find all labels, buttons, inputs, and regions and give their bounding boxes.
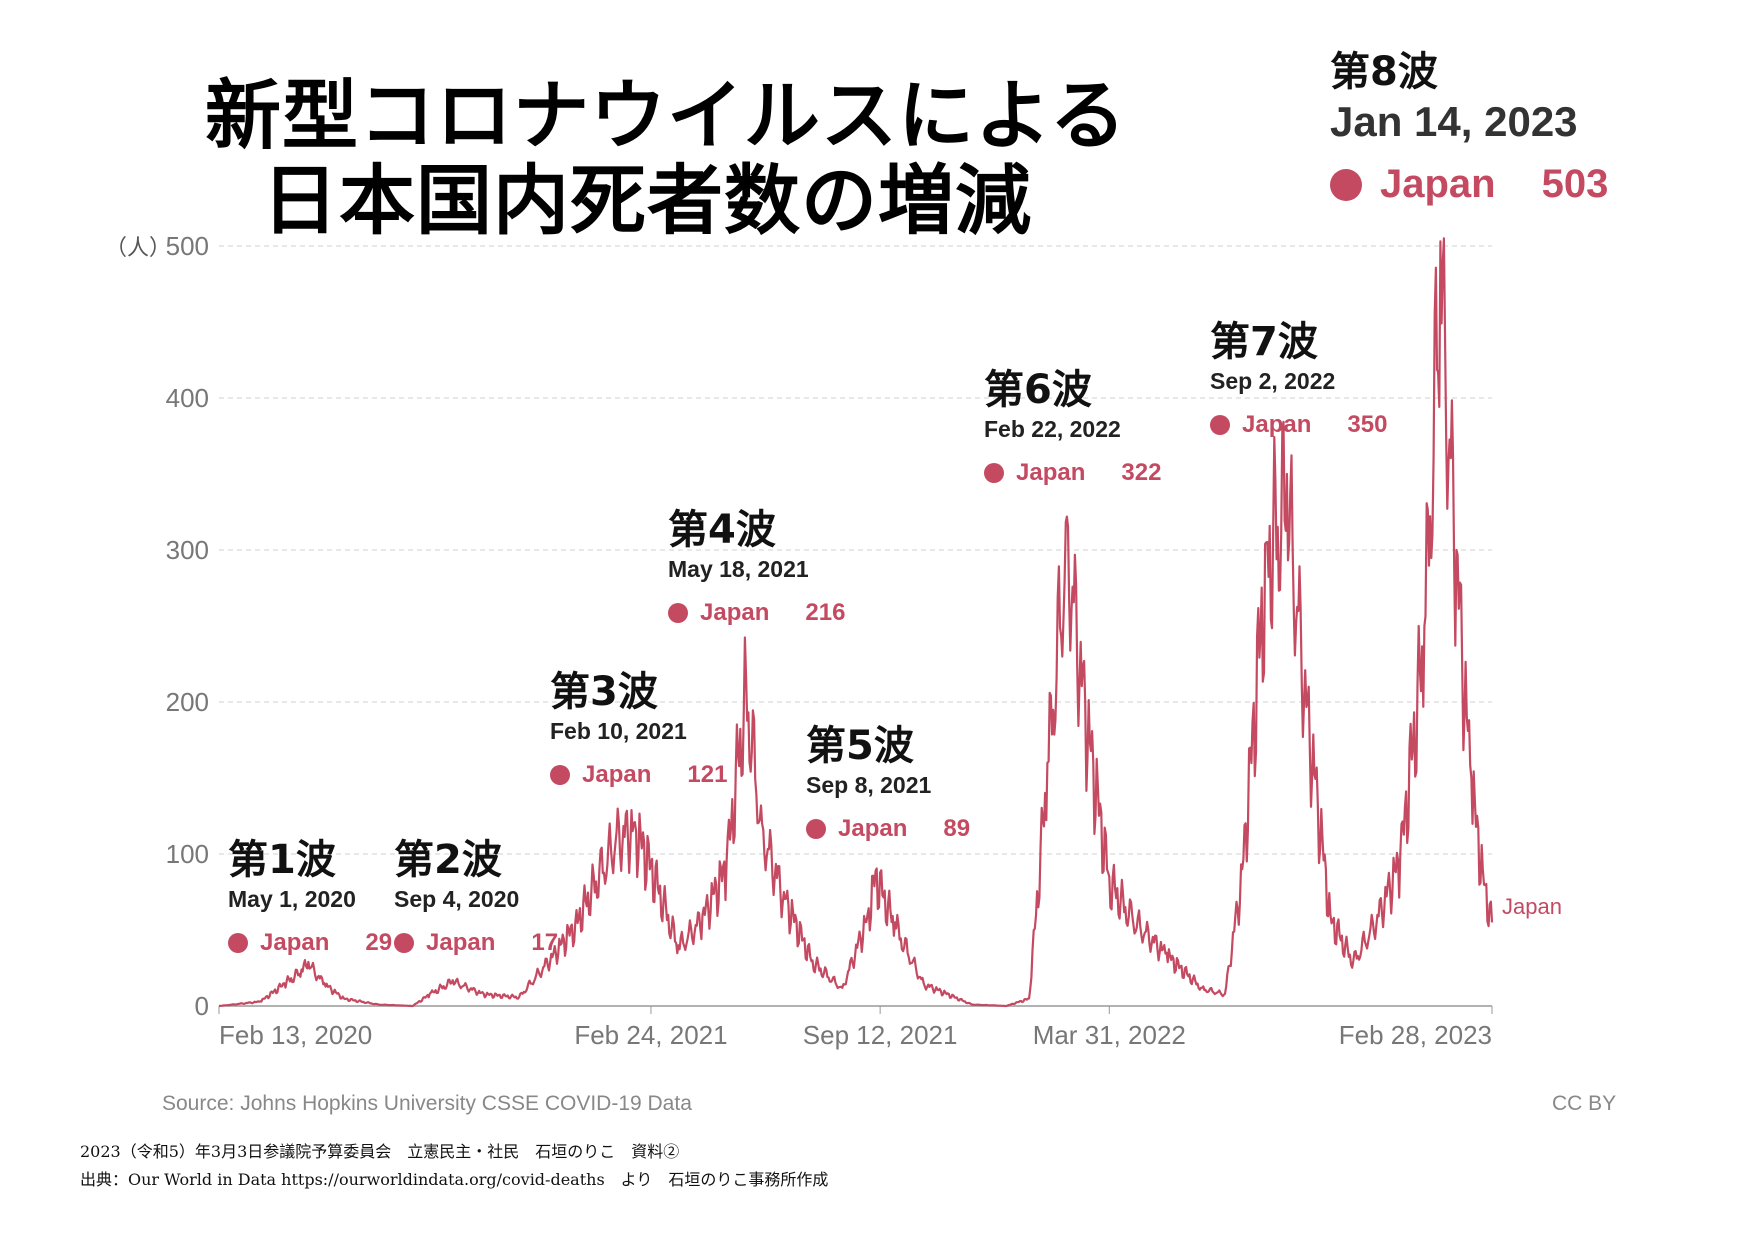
- wave-6-value: 322: [1121, 459, 1162, 486]
- wave-4-annotation: 第4波 May 18, 2021 Japan 216: [668, 510, 845, 627]
- chart-title-line2: 日本国内死者数の増減: [262, 156, 1032, 245]
- series-dot-icon: [668, 603, 688, 623]
- wave-2-date: Sep 4, 2020: [394, 886, 520, 912]
- wave-7-annotation: 第7波 Sep 2, 2022 Japan 350: [1210, 322, 1387, 439]
- wave-8-name: 第8波: [1330, 49, 1438, 95]
- wave-1-country: Japan: [260, 929, 330, 956]
- wave-2-country: Japan: [426, 929, 496, 956]
- x-tick-label: Sep 12, 2021: [803, 1020, 958, 1050]
- wave-5-annotation: 第5波 Sep 8, 2021 Japan 89: [806, 726, 970, 843]
- wave-7-value: 350: [1347, 411, 1388, 438]
- wave-8-annotation: 第8波 Jan 14, 2023 Japan 503: [1330, 52, 1608, 207]
- wave-5-country: Japan: [838, 815, 908, 842]
- wave-3-annotation: 第3波 Feb 10, 2021 Japan 121: [550, 672, 727, 789]
- wave-2-value: 17: [531, 929, 559, 956]
- series-end-label: Japan: [1502, 894, 1562, 919]
- wave-5-name: 第5波: [806, 723, 914, 769]
- series-dot-icon: [806, 819, 826, 839]
- series-dot-icon: [228, 933, 248, 953]
- wave-6-country: Japan: [1016, 459, 1086, 486]
- x-tick-label: Feb 13, 2020: [219, 1020, 372, 1050]
- wave-4-date: May 18, 2021: [668, 556, 809, 582]
- wave-1-value: 29: [365, 929, 393, 956]
- y-tick-label: 300: [166, 535, 209, 565]
- wave-5-value: 89: [943, 815, 971, 842]
- wave-1-annotation: 第1波 May 1, 2020 Japan 29: [228, 840, 392, 957]
- chart-title-line1: 新型コロナウイルスによる: [205, 71, 1127, 160]
- y-tick-label: 400: [166, 383, 209, 413]
- y-axis-unit: （人）: [105, 236, 171, 261]
- wave-6-annotation: 第6波 Feb 22, 2022 Japan 322: [984, 370, 1161, 487]
- wave-3-date: Feb 10, 2021: [550, 718, 687, 744]
- x-tick-label: Mar 31, 2022: [1033, 1020, 1186, 1050]
- x-tick-label: Feb 24, 2021: [574, 1020, 727, 1050]
- wave-8-value: 503: [1541, 162, 1609, 206]
- y-tick-label: 200: [166, 687, 209, 717]
- wave-7-country: Japan: [1242, 411, 1312, 438]
- wave-1-date: May 1, 2020: [228, 886, 356, 912]
- wave-4-name: 第4波: [668, 507, 776, 553]
- y-tick-label: 500: [166, 231, 209, 261]
- wave-8-date: Jan 14, 2023: [1330, 98, 1578, 145]
- wave-1-name: 第1波: [228, 837, 336, 883]
- wave-2-annotation: 第2波 Sep 4, 2020 Japan 17: [394, 840, 558, 957]
- wave-4-country: Japan: [700, 599, 770, 626]
- series-dot-icon: [1330, 168, 1362, 201]
- x-tick-label: Feb 28, 2023: [1339, 1020, 1492, 1050]
- y-tick-label: 100: [166, 839, 209, 869]
- wave-8-country: Japan: [1380, 162, 1496, 206]
- wave-3-value: 121: [687, 761, 728, 788]
- series-dot-icon: [550, 765, 570, 785]
- wave-6-date: Feb 22, 2022: [984, 416, 1121, 442]
- footnote-line1: 2023（令和5）年3月3日参議院予算委員会 立憲民主・社民 石垣のりこ 資料②: [80, 1142, 680, 1161]
- wave-7-date: Sep 2, 2022: [1210, 368, 1336, 394]
- license-note: CC BY: [1552, 1092, 1617, 1115]
- wave-7-name: 第7波: [1210, 319, 1318, 365]
- japan-series-line: [218, 237, 1494, 1008]
- series-dot-icon: [1210, 415, 1230, 435]
- series-dot-icon: [984, 463, 1004, 483]
- footnote-line2: 出典：Our World in Data https://ourworldind…: [80, 1170, 829, 1189]
- wave-3-name: 第3波: [550, 669, 658, 715]
- wave-3-country: Japan: [582, 761, 652, 788]
- wave-6-name: 第6波: [984, 367, 1092, 413]
- wave-5-date: Sep 8, 2021: [806, 772, 932, 798]
- source-note: Source: Johns Hopkins University CSSE CO…: [162, 1092, 692, 1115]
- y-tick-label: 0: [195, 991, 209, 1021]
- wave-4-value: 216: [805, 599, 846, 626]
- wave-2-name: 第2波: [394, 837, 502, 883]
- series-dot-icon: [394, 933, 414, 953]
